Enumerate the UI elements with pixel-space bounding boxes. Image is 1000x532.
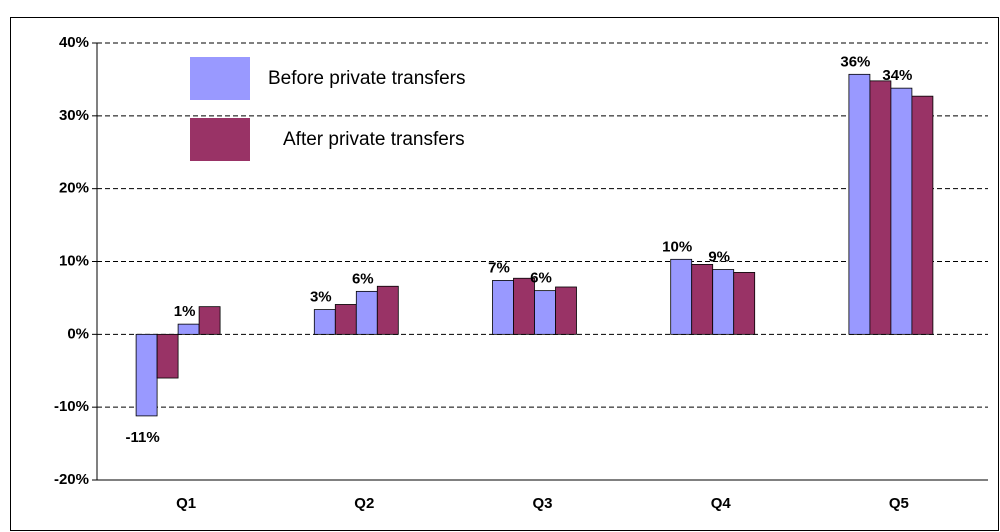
data-label: 7%	[488, 259, 510, 276]
x-tick-label: Q3	[532, 495, 552, 512]
bar	[355, 290, 378, 335]
bar	[492, 280, 514, 335]
bar	[534, 290, 556, 335]
y-tick-label: 0%	[67, 325, 89, 342]
data-label: 1%	[174, 303, 196, 320]
y-tick-label: -20%	[54, 471, 89, 488]
y-tick-label: 20%	[59, 180, 89, 197]
legend-swatch	[190, 118, 250, 161]
bar	[156, 333, 179, 379]
x-tick-label: Q5	[889, 495, 909, 512]
bar	[712, 269, 735, 335]
data-label: 6%	[530, 270, 552, 287]
bar	[334, 304, 357, 335]
data-label: 34%	[882, 67, 912, 84]
chart-border	[10, 17, 999, 531]
bar	[869, 80, 892, 335]
bar	[691, 264, 714, 335]
data-label: 6%	[352, 270, 374, 287]
y-tick-label: 10%	[59, 252, 89, 269]
legend-label: Before private transfers	[268, 68, 465, 89]
x-tick-label: Q2	[354, 495, 374, 512]
bar	[670, 258, 693, 335]
y-tick-label: 40%	[59, 34, 89, 51]
bar	[890, 87, 913, 335]
bar	[733, 272, 756, 335]
y-tick-label: 30%	[59, 107, 89, 124]
legend-label: After private transfers	[283, 129, 465, 150]
data-label: 3%	[310, 289, 332, 306]
bar	[848, 73, 871, 335]
bar	[177, 323, 200, 335]
data-label: 9%	[708, 248, 730, 265]
legend-swatch	[190, 57, 250, 100]
x-tick-label: Q4	[711, 495, 732, 512]
x-tick-label: Q1	[176, 495, 196, 512]
bar	[376, 285, 399, 335]
bar	[135, 333, 158, 417]
bar	[555, 286, 577, 335]
bar	[198, 306, 221, 335]
data-label: -11%	[125, 429, 159, 446]
data-label: 36%	[840, 53, 870, 70]
bar	[313, 309, 336, 335]
bar	[513, 277, 535, 335]
data-label: 10%	[662, 238, 692, 255]
bar	[911, 95, 934, 335]
y-tick-label: -10%	[54, 398, 89, 415]
